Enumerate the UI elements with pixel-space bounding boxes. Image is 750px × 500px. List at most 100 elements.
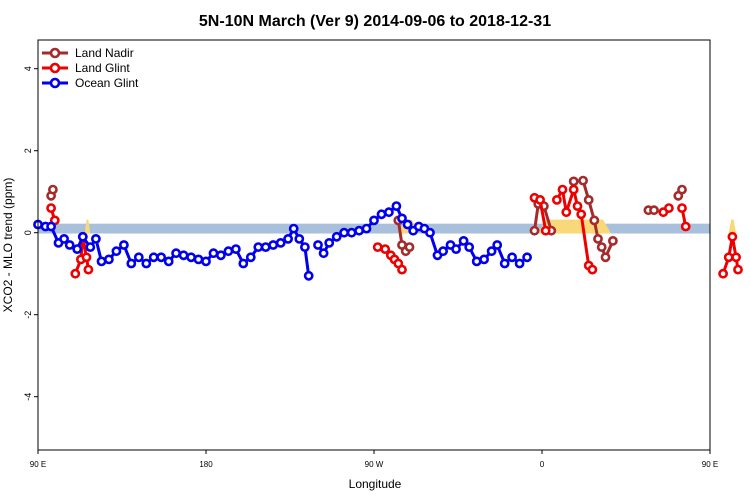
ocean-glint-point [499,258,510,269]
ocean-glint-point [383,207,394,218]
ocean-glint-point [425,227,435,238]
ocean-glint-point [438,246,448,257]
series-land-glint [46,184,743,279]
ocean-glint-point [77,231,88,242]
ocean-glint-point [148,252,159,263]
ocean-glint-point [163,256,174,267]
ocean-glint-point [223,246,234,257]
ocean-glint-point [156,252,167,263]
ocean-glint-point [361,223,372,234]
surface-bands [38,219,737,234]
land-band [84,219,91,234]
ocean-glint-point [178,250,189,261]
ocean-glint-point [238,258,249,269]
ocean-glint-point [313,240,323,250]
land-nadir-point [649,205,659,216]
y-tick-label: 0 [23,230,33,235]
ocean-glint-point [91,233,101,244]
ocean-glint-point [96,256,107,267]
legend-item: Land Nadir [42,46,134,60]
land-glint-point [46,203,56,213]
ocean-glint-point [215,250,226,261]
x-tick-label: 90 E [702,460,718,469]
ocean-glint-point [72,244,83,254]
ocean-glint-point [288,223,299,234]
ocean-glint-point [201,256,211,267]
land-glint-point [731,252,741,263]
ocean-glint-point [464,242,475,252]
legend-label: Land Glint [75,61,130,75]
land-glint-point [568,184,579,195]
land-glint-point [83,264,94,275]
ocean-glint-point [126,258,137,269]
land-glint-point [733,264,743,275]
land-glint-point [70,268,81,279]
ocean-glint-point [46,221,56,232]
x-axis-label: Longitude [349,477,402,491]
y-axis-label: XCO2 - MLO trend (ppm) [1,178,15,313]
ocean-glint-point [111,246,122,257]
land-nadir-point [568,176,579,187]
land-glint-point [677,203,687,213]
legend-marker [49,62,61,74]
ocean-glint-point [104,254,114,265]
ocean-glint-point [283,233,293,244]
series-land-nadir [46,175,687,263]
land-glint-point [380,244,391,254]
land-glint-point [587,264,598,275]
land-nadir-point [583,194,594,205]
land-glint-point [718,268,728,279]
ocean-glint-point [507,252,517,263]
y-tick-label: 2 [23,148,33,153]
land-nadir-point [677,184,687,195]
legend-label: Ocean Glint [75,76,139,90]
legend-item: Ocean Glint [42,76,139,90]
land-glint-point [552,194,562,205]
land-glint-point [572,201,583,211]
ocean-glint-point [486,246,497,257]
series-ocean-glint [33,201,532,281]
chart-title: 5N-10N March (Ver 9) 2014-09-06 to 2018-… [199,13,551,30]
ocean-glint-point [133,252,144,263]
y-tick-label: -2 [23,311,33,319]
ocean-glint-point [268,240,279,250]
y-tick-label: -4 [23,393,33,401]
ocean-band [38,223,710,234]
land-nadir-point [48,184,58,195]
ocean-glint-point [299,242,310,252]
ocean-glint-point [193,254,204,265]
ocean-glint-point [59,233,69,244]
ocean-glint-point [346,227,357,238]
ocean-glint-point [275,237,286,248]
land-nadir-point [600,252,611,263]
land-band [728,219,737,234]
ocean-glint-point [245,252,256,263]
ocean-glint-point [514,258,525,269]
land-glint-point [557,184,568,195]
legend-marker [49,47,61,59]
ocean-glint-point [451,244,461,254]
ocean-glint-point [391,201,402,211]
land-glint-point [664,203,674,213]
ocean-glint-point [294,233,305,244]
legend-label: Land Nadir [75,46,134,60]
ocean-glint-point [171,248,181,259]
legend-item: Land Glint [42,61,130,75]
land-nadir-point [596,242,607,252]
ocean-glint-point [324,237,335,248]
land-glint-point [576,209,587,220]
ocean-glint-point [522,252,532,263]
land-glint-point [81,252,92,263]
ocean-glint-point [339,227,349,238]
y-axis: -4 -2 0 2 4 [23,66,38,401]
ocean-glint-point [369,215,379,226]
ocean-glint-point [402,219,413,230]
x-axis: 90 E 180 90 W 0 90 E [30,450,718,469]
ocean-glint-point [479,254,489,265]
ocean-glint-point [397,213,407,224]
land-nadir-point [578,175,588,186]
ocean-glint-point [458,235,469,246]
land-nadir-point [529,225,540,236]
land-glint-point [540,225,551,236]
